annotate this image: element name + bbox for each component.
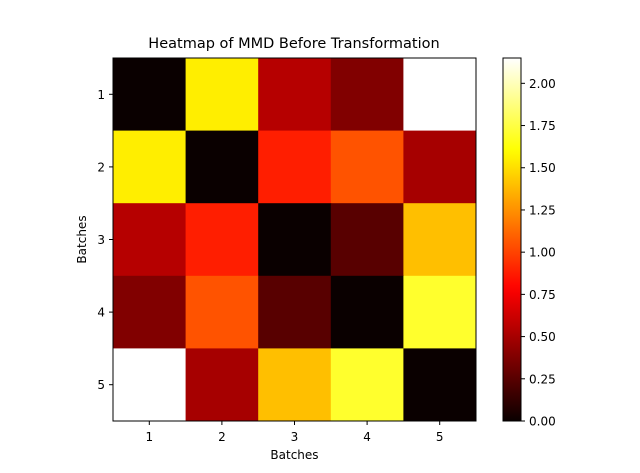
colorbar-tick-label: 1.50: [529, 161, 556, 175]
heatmap-cell-2-4: [330, 130, 404, 204]
heatmap-cell-3-2: [185, 203, 259, 277]
heatmap-cell-4-3: [258, 275, 332, 349]
heatmap-cell-5-4: [330, 348, 404, 422]
heatmap-cells: [113, 58, 477, 422]
heatmap-cell-5-1: [113, 348, 187, 422]
heatmap-cell-1-2: [185, 58, 259, 132]
y-tick-label: 2: [97, 160, 105, 174]
x-axis-ticks: 1 2 3 4 5: [145, 421, 444, 444]
heatmap-cell-1-5: [403, 58, 477, 132]
colorbar-tick-label: 0.50: [529, 330, 556, 344]
heatmap-cell-4-5: [403, 275, 477, 349]
heatmap-cell-2-1: [113, 130, 187, 204]
heatmap-cell-4-1: [113, 275, 187, 349]
chart-title: Heatmap of MMD Before Transformation: [148, 36, 439, 52]
colorbar-tick-label: 1.25: [529, 203, 556, 217]
y-tick-label: 3: [97, 233, 105, 247]
heatmap-cell-2-3: [258, 130, 332, 204]
colorbar-tick-label: 2.00: [529, 77, 556, 91]
x-axis-label: Batches: [270, 448, 318, 462]
x-tick-label: 2: [218, 430, 226, 444]
y-tick-label: 4: [97, 306, 105, 320]
heatmap-cell-3-5: [403, 203, 477, 277]
y-axis-label: Batches: [75, 215, 89, 263]
x-tick-label: 4: [363, 430, 371, 444]
colorbar-tick-label: 0.00: [529, 415, 556, 429]
colorbar-tick-label: 1.75: [529, 119, 556, 133]
heatmap-cell-3-3: [258, 203, 332, 277]
colorbar-ticks: 0.00 0.25 0.50 0.75 1.00 1.25 1.50 1.75 2.00: [521, 77, 556, 429]
heatmap-cell-4-2: [185, 275, 259, 349]
colorbar-tick-label: 0.25: [529, 372, 556, 386]
y-tick-label: 1: [97, 88, 105, 102]
heatmap-cell-4-4: [330, 275, 404, 349]
y-tick-label: 5: [97, 378, 105, 392]
x-tick-label: 3: [291, 430, 299, 444]
x-tick-label: 1: [145, 430, 153, 444]
heatmap-cell-2-2: [185, 130, 259, 204]
heatmap-cell-5-2: [185, 348, 259, 422]
heatmap-cell-5-3: [258, 348, 332, 422]
colorbar-tick-label: 0.75: [529, 288, 556, 302]
colorbar: [502, 57, 522, 422]
y-axis-ticks: 1 2 3 4 5: [97, 88, 113, 392]
heatmap-cell-1-4: [330, 58, 404, 132]
heatmap-cell-3-1: [113, 203, 187, 277]
heatmap-cell-1-3: [258, 58, 332, 132]
x-tick-label: 5: [436, 430, 444, 444]
heatmap-cell-5-5: [403, 348, 477, 422]
heatmap-cell-2-5: [403, 130, 477, 204]
colorbar-tick-label: 1.00: [529, 246, 556, 260]
heatmap-cell-1-1: [113, 58, 187, 132]
heatmap-cell-3-4: [330, 203, 404, 277]
